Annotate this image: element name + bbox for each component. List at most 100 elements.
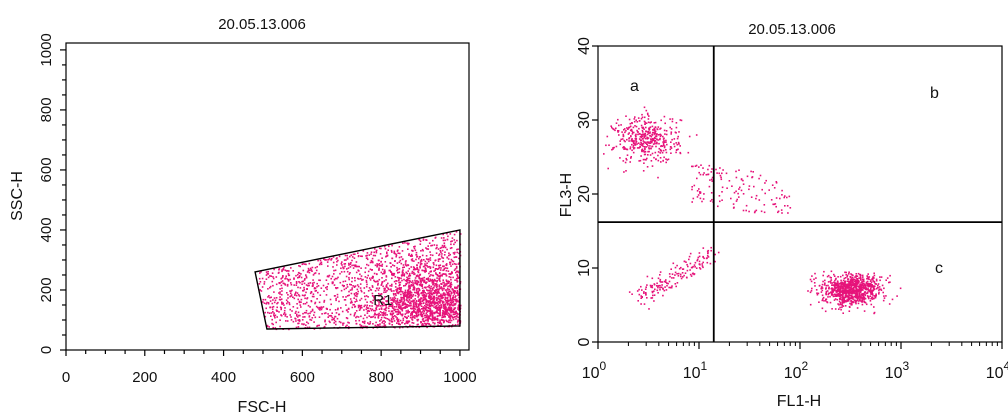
event-dot <box>709 200 712 202</box>
event-dot <box>449 286 452 289</box>
event-dot <box>846 295 848 298</box>
event-dot <box>346 295 349 297</box>
event-dot <box>383 289 386 292</box>
event-dot <box>333 284 336 286</box>
event-dot <box>873 306 875 308</box>
event-dot <box>362 250 365 252</box>
event-dot <box>383 291 385 294</box>
event-dot <box>427 292 429 294</box>
event-dot <box>438 266 441 269</box>
event-dot <box>375 304 378 306</box>
event-dot <box>456 292 458 294</box>
event-dot <box>847 283 850 286</box>
event-dot <box>834 293 837 296</box>
event-dot <box>345 296 347 298</box>
event-dot <box>671 285 673 287</box>
event-dot <box>373 296 375 299</box>
event-dot <box>857 298 859 300</box>
event-dot <box>374 254 377 257</box>
event-dot <box>433 296 435 299</box>
event-dot <box>354 279 356 282</box>
event-dot <box>334 277 337 280</box>
event-dot <box>706 250 709 253</box>
event-dot <box>449 261 452 264</box>
event-dot <box>856 293 858 296</box>
event-dot <box>441 288 443 290</box>
event-dot <box>682 268 685 270</box>
event-dot <box>456 298 458 301</box>
event-dot <box>418 313 420 316</box>
event-dot <box>430 314 432 316</box>
event-dot <box>425 303 427 305</box>
event-dot <box>645 130 647 132</box>
event-dot <box>443 311 445 314</box>
event-dot <box>662 287 664 290</box>
event-dot <box>424 322 426 325</box>
event-dot <box>369 300 372 303</box>
event-dot <box>275 309 278 311</box>
event-dot <box>445 264 448 267</box>
event-dot <box>445 289 448 291</box>
event-dot <box>318 263 321 266</box>
event-dot <box>852 301 855 304</box>
event-dot <box>366 316 368 319</box>
event-dot <box>299 265 301 268</box>
event-dot <box>272 299 274 301</box>
event-dot <box>381 301 383 304</box>
event-dot <box>848 271 850 273</box>
event-dot <box>433 278 436 281</box>
event-dot <box>393 265 396 267</box>
event-dot <box>381 268 384 271</box>
event-dot <box>444 289 447 291</box>
event-dot <box>364 304 366 307</box>
event-dot <box>398 307 401 310</box>
event-dot <box>452 252 455 254</box>
event-dot <box>773 187 776 189</box>
event-dot <box>278 311 280 313</box>
event-dot <box>851 280 853 283</box>
event-dot <box>448 254 450 257</box>
event-dot <box>434 283 436 285</box>
event-dot <box>357 285 360 288</box>
event-dot <box>389 305 392 307</box>
quadrant-label-a: a <box>630 78 639 95</box>
event-dot <box>859 299 861 302</box>
event-dot <box>831 284 833 286</box>
event-dot <box>397 313 400 315</box>
event-dot <box>443 283 446 285</box>
event-dot <box>443 304 445 307</box>
event-dot <box>306 271 309 273</box>
event-dot <box>444 294 447 296</box>
event-dot <box>266 324 269 327</box>
event-dot <box>377 289 380 291</box>
event-dot <box>356 284 359 286</box>
event-dot <box>888 281 890 284</box>
event-dot <box>267 311 269 314</box>
event-dot <box>427 245 429 247</box>
event-dot <box>641 143 644 145</box>
event-dot <box>425 305 427 308</box>
event-dot <box>370 289 373 291</box>
event-dot <box>852 288 855 290</box>
event-dot <box>439 258 441 260</box>
event-dot <box>436 311 439 314</box>
event-dot <box>835 282 837 284</box>
event-dot <box>381 283 383 285</box>
event-dot <box>454 290 457 293</box>
event-dot <box>403 293 406 296</box>
event-dot <box>862 298 865 300</box>
event-dot <box>721 199 723 201</box>
event-dot <box>447 300 449 303</box>
event-dot <box>398 261 401 263</box>
event-dot <box>421 279 424 282</box>
event-dot <box>273 315 276 317</box>
event-dot <box>670 286 673 289</box>
event-dot <box>357 252 359 254</box>
event-dot <box>425 282 427 285</box>
event-dot <box>839 306 841 309</box>
event-dot <box>850 284 852 286</box>
event-dot <box>438 275 440 277</box>
event-dot <box>418 311 420 313</box>
event-dot <box>399 252 401 255</box>
event-dot <box>848 281 851 283</box>
